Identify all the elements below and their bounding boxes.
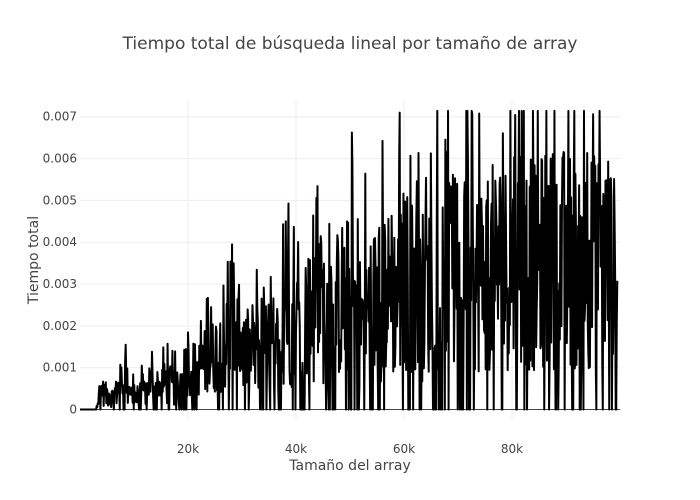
y-tick-label: 0.003 <box>43 277 77 291</box>
y-axis-label: Tiempo total <box>26 215 42 305</box>
y-tick-label: 0.005 <box>43 193 77 207</box>
y-tick-label: 0.007 <box>43 110 77 124</box>
y-tick-label: 0 <box>69 403 77 417</box>
x-axis-label: Tamaño del array <box>289 458 411 474</box>
series-line <box>79 109 619 411</box>
y-tick-label: 0.002 <box>43 319 77 333</box>
y-tick-label: 0.001 <box>43 361 77 375</box>
x-tick-label: 20k <box>177 442 199 456</box>
y-tick-label: 0.006 <box>43 152 77 166</box>
series-layer <box>79 109 619 411</box>
y-tick-label: 0.004 <box>43 235 77 249</box>
x-tick-label: 40k <box>285 442 307 456</box>
x-tick-labels: 20k 40k 60k 80k <box>177 442 523 456</box>
x-tick-label: 80k <box>501 442 523 456</box>
y-tick-labels: 0 0.001 0.002 0.003 0.004 0.005 0.006 0.007 <box>43 110 77 417</box>
x-tick-label: 60k <box>393 442 415 456</box>
chart-title: Tiempo total de búsqueda lineal por tama… <box>122 34 578 54</box>
